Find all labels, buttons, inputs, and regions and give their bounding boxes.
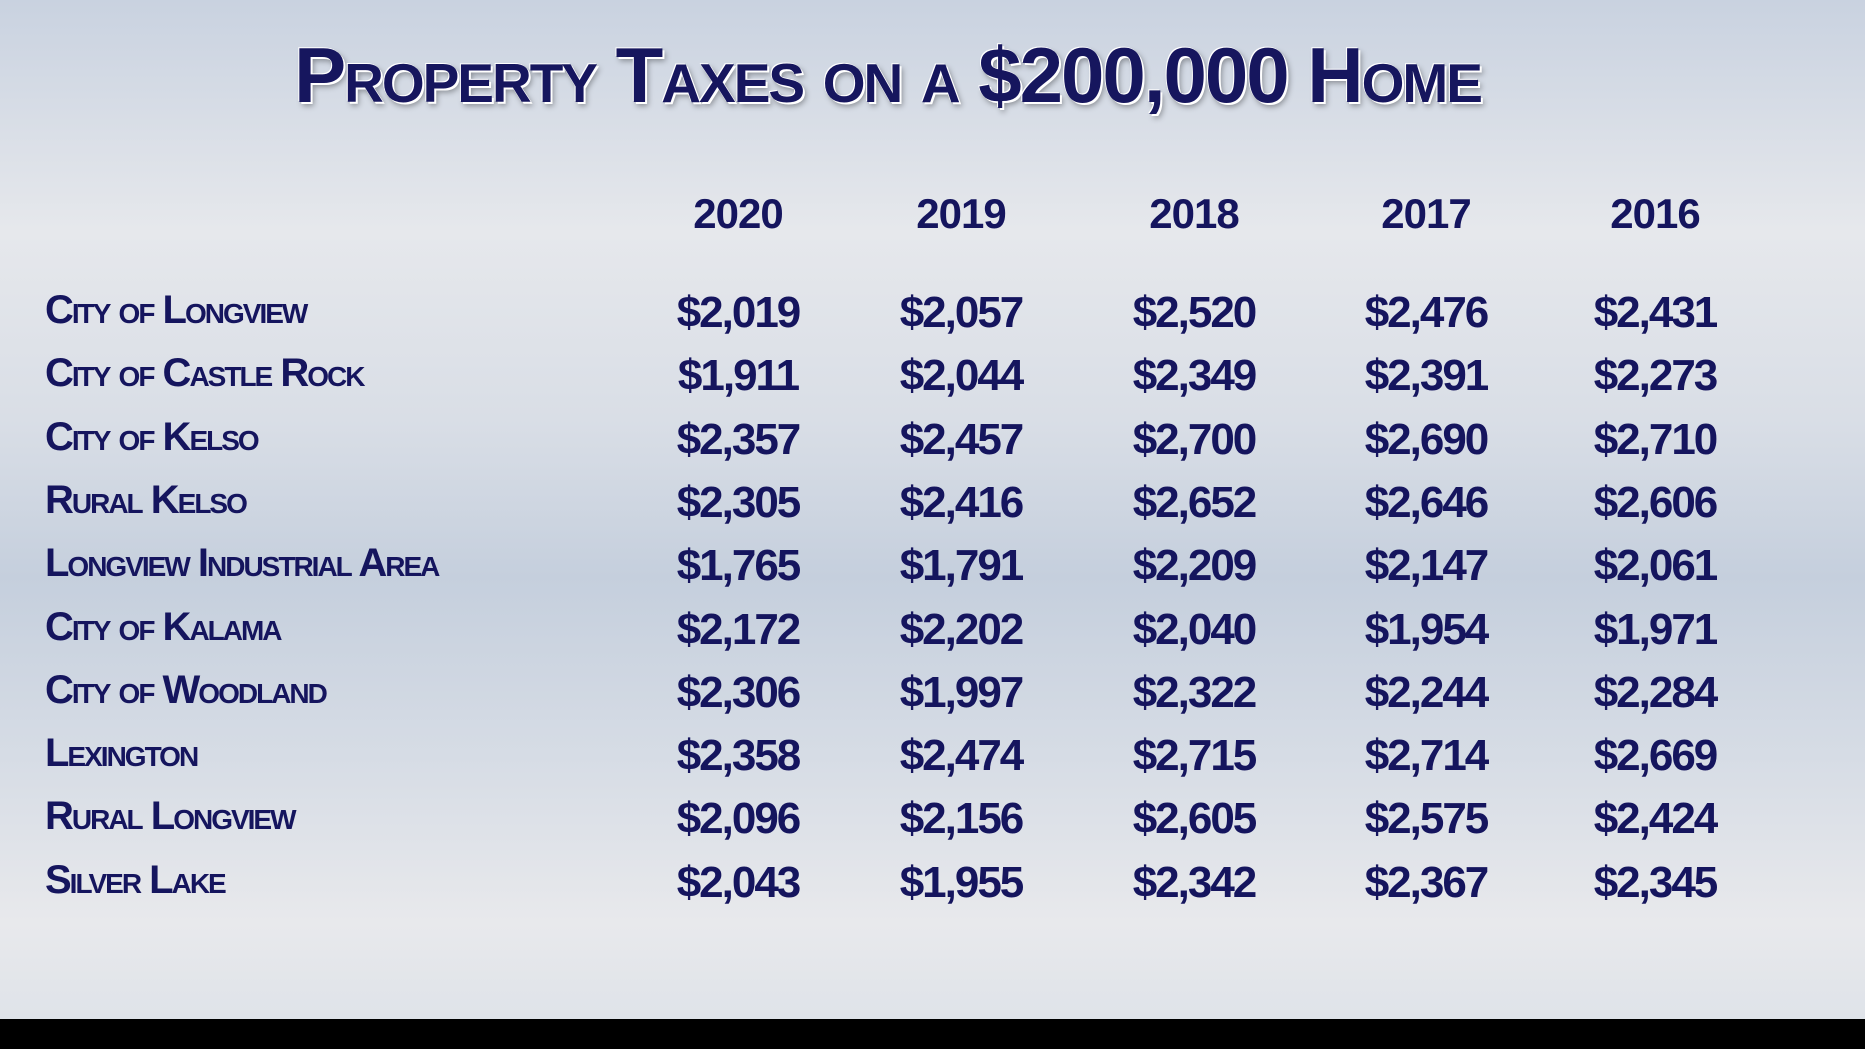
table-row: City of Longview $2,019 $2,057 $2,520 $2,476… bbox=[0, 288, 1865, 351]
tax-value: $2,710 bbox=[1593, 414, 1719, 464]
tax-value: $2,646 bbox=[1364, 477, 1490, 527]
tax-value: $2,156 bbox=[899, 794, 1025, 844]
tax-value: $2,474 bbox=[899, 731, 1025, 781]
area-name: Rural Longview bbox=[45, 794, 297, 839]
tax-value: $2,172 bbox=[676, 604, 802, 654]
tax-value: $2,322 bbox=[1132, 667, 1258, 717]
year-header: 2020 bbox=[693, 190, 783, 237]
page-title: Property Taxes on a $200,000 Home bbox=[294, 31, 1483, 119]
year-header: 2018 bbox=[1149, 190, 1239, 237]
tax-value: $2,284 bbox=[1593, 667, 1719, 717]
tax-value: $1,971 bbox=[1593, 604, 1719, 654]
tax-value: $2,209 bbox=[1132, 541, 1258, 591]
tax-value: $2,476 bbox=[1364, 288, 1490, 337]
tax-value: $2,714 bbox=[1364, 731, 1490, 781]
area-name: City of Castle Rock bbox=[45, 351, 365, 396]
tax-value: $2,202 bbox=[899, 604, 1025, 654]
table-row: Lexington $2,358 $2,474 $2,715 $2,714 $2,669 bbox=[0, 731, 1865, 794]
tax-value: $2,357 bbox=[676, 414, 802, 464]
area-name: Silver Lake bbox=[45, 857, 227, 902]
table-row: City of Castle Rock $1,911 $2,044 $2,349 $2,… bbox=[0, 351, 1865, 414]
tax-value: $2,520 bbox=[1132, 288, 1258, 337]
tax-value: $2,575 bbox=[1364, 794, 1490, 844]
tax-value: $2,273 bbox=[1593, 351, 1719, 401]
tax-value: $1,791 bbox=[899, 541, 1025, 591]
area-name: Longview Industrial Area bbox=[45, 541, 440, 586]
tax-value: $2,057 bbox=[899, 288, 1025, 337]
tax-value: $2,431 bbox=[1593, 288, 1719, 337]
tax-value: $2,044 bbox=[899, 351, 1025, 401]
table-row: Silver Lake $2,043 $1,955 $2,342 $2,367 $2,34… bbox=[0, 858, 1865, 921]
tax-value: $1,911 bbox=[677, 351, 800, 401]
year-header: 2019 bbox=[916, 190, 1006, 237]
bottom-black-bar bbox=[0, 1019, 1865, 1049]
table-row: Rural Kelso $2,305 $2,416 $2,652 $2,646 $2,60… bbox=[0, 478, 1865, 541]
table-row: Rural Longview $2,096 $2,156 $2,605 $2,575 $2… bbox=[0, 794, 1865, 857]
tax-value: $1,997 bbox=[899, 667, 1025, 717]
table-row: City of Kalama $2,172 $2,202 $2,040 $1,954 $1… bbox=[0, 605, 1865, 668]
tax-value: $2,244 bbox=[1364, 667, 1490, 717]
tax-value: $2,391 bbox=[1364, 351, 1490, 401]
tax-value: $2,040 bbox=[1132, 604, 1258, 654]
tax-value: $2,715 bbox=[1132, 731, 1258, 781]
tax-value: $2,306 bbox=[676, 667, 802, 717]
area-name: Rural Kelso bbox=[45, 477, 248, 522]
tax-value: $2,606 bbox=[1593, 477, 1719, 527]
tax-value: $2,358 bbox=[676, 731, 802, 781]
tax-value: $2,043 bbox=[676, 857, 802, 907]
tax-value: $2,061 bbox=[1593, 541, 1719, 591]
tax-value: $2,345 bbox=[1593, 857, 1719, 907]
area-name: Lexington bbox=[45, 731, 199, 776]
tax-value: $2,305 bbox=[676, 477, 802, 527]
tax-value: $2,669 bbox=[1593, 731, 1719, 781]
table-row: City of Kelso $2,357 $2,457 $2,700 $2,690 $2,… bbox=[0, 415, 1865, 478]
tax-value: $2,019 bbox=[676, 288, 802, 337]
tax-value: $2,367 bbox=[1364, 857, 1490, 907]
table-row: City of Woodland $2,306 $1,997 $2,322 $2,244… bbox=[0, 668, 1865, 731]
area-name: City of Woodland bbox=[45, 667, 328, 712]
area-name: City of Longview bbox=[45, 288, 308, 332]
tax-value: $2,690 bbox=[1364, 414, 1490, 464]
tax-value: $1,765 bbox=[676, 541, 802, 591]
tax-value: $2,424 bbox=[1593, 794, 1719, 844]
tax-value: $2,342 bbox=[1132, 857, 1258, 907]
tax-value: $1,955 bbox=[899, 857, 1025, 907]
table-row: Longview Industrial Area $1,765 $1,791 $2,2… bbox=[0, 541, 1865, 604]
tax-value: $2,096 bbox=[676, 794, 802, 844]
tax-value: $2,652 bbox=[1132, 477, 1258, 527]
tax-value: $2,700 bbox=[1132, 414, 1258, 464]
year-header: 2016 bbox=[1610, 190, 1700, 237]
tax-value: $2,605 bbox=[1132, 794, 1258, 844]
tax-value: $1,954 bbox=[1364, 604, 1490, 654]
tax-value: $2,416 bbox=[899, 477, 1025, 527]
area-name: City of Kelso bbox=[45, 414, 260, 459]
tax-value: $2,457 bbox=[899, 414, 1025, 464]
tax-value: $2,349 bbox=[1132, 351, 1258, 401]
tax-value: $2,147 bbox=[1364, 541, 1490, 591]
area-name: City of Kalama bbox=[45, 604, 283, 649]
year-header: 2017 bbox=[1381, 190, 1471, 237]
